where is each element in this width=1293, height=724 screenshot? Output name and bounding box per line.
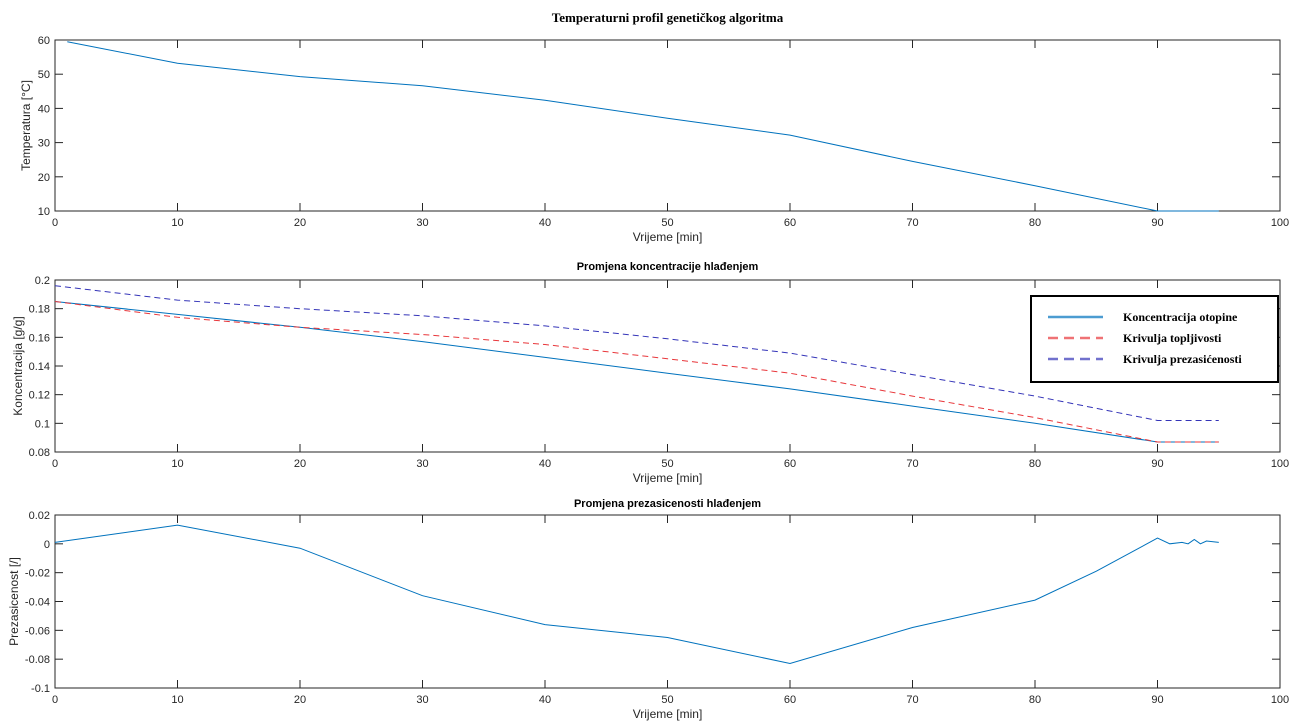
x-tick-label: 30 [416,217,428,229]
legend-label: Krivulja prezasićenosti [1123,352,1242,366]
x-tick-label: 30 [416,694,428,706]
y-tick-label: -0.06 [25,625,50,637]
x-tick-label: 40 [539,694,551,706]
x-tick-label: 20 [294,694,306,706]
y-tick-label: 0 [44,539,50,551]
y-tick-label: 0.02 [29,510,50,522]
y-tick-label: 0.18 [29,304,50,316]
x-tick-label: 80 [1029,694,1041,706]
x-tick-label: 60 [784,694,796,706]
y-tick-label: -0.02 [25,568,50,580]
y-tick-label: 50 [38,69,50,81]
x-tick-label: 0 [52,217,58,229]
y-tick-label: 40 [38,103,50,115]
x-tick-label: 30 [416,458,428,470]
x-axis-label: Vrijeme [min] [633,707,703,721]
x-tick-label: 70 [906,458,918,470]
x-tick-label: 50 [661,694,673,706]
series-line-1 [54,524,1219,665]
x-tick-label: 0 [52,458,58,470]
series-line-1 [54,301,1219,443]
y-axis-label: Koncentracija [g/g] [11,316,25,415]
x-tick-label: 80 [1029,217,1041,229]
legend: Koncentracija otopine Krivulja topljivost… [1030,295,1279,383]
x-tick-label: 70 [906,694,918,706]
x-tick-label: 10 [171,458,183,470]
y-tick-label: -0.1 [31,683,50,695]
y-tick-label: 0.14 [29,361,50,373]
x-tick-label: 100 [1271,217,1289,229]
x-tick-label: 20 [294,458,306,470]
x-axis-label: Vrijeme [min] [633,230,703,244]
legend-label: Koncentracija otopine [1123,310,1238,324]
y-tick-label: 20 [38,172,50,184]
x-tick-label: 50 [661,217,673,229]
series-line-2 [54,301,1219,443]
chart-panel-1: 0 10 20 30 40 50 60 70 80 90 100102030405060Temper… [19,10,1289,244]
legend-label: Krivulja topljivosti [1123,331,1222,345]
x-tick-label: 20 [294,217,306,229]
x-tick-label: 40 [539,217,551,229]
x-axis-label: Vrijeme [min] [633,471,703,485]
y-tick-label: -0.04 [25,597,50,609]
y-tick-label: 0.12 [29,390,50,402]
y-tick-label: 30 [38,138,50,150]
chart-title: Temperaturni profil genetičkog algoritma [552,10,784,25]
x-tick-label: 60 [784,458,796,470]
y-tick-label: 0.2 [35,275,50,287]
x-tick-label: 0 [52,694,58,706]
y-tick-label: 60 [38,35,50,47]
axes-box [54,514,1281,689]
chart-title: Promjena koncentracije hlađenjem [577,261,759,273]
x-tick-label: 70 [906,217,918,229]
x-tick-label: 100 [1271,694,1289,706]
series-line-1 [67,41,1219,212]
chart-title: Promjena prezasicenosti hlađenjem [574,498,761,510]
series-line-3 [54,285,1219,421]
y-axis-label: Prezasicenost [/] [7,557,21,646]
x-tick-label: 10 [171,217,183,229]
chart-panel-3: 0 10 20 30 40 50 60 70 80 90 100 -0.1 -0.08 -0.06 -0.0… [7,498,1289,721]
axes-box [54,39,1281,212]
y-tick-label: -0.08 [25,654,50,666]
x-tick-label: 40 [539,458,551,470]
x-tick-label: 10 [171,694,183,706]
y-tick-label: 0.1 [35,418,50,430]
x-tick-label: 60 [784,217,796,229]
y-tick-label: 0.08 [29,447,50,459]
x-tick-label: 90 [1151,694,1163,706]
y-tick-label: 10 [38,206,50,218]
x-tick-label: 100 [1271,458,1289,470]
x-tick-label: 80 [1029,458,1041,470]
y-axis-label: Temperatura [°C] [19,80,33,171]
x-tick-label: 50 [661,458,673,470]
chart-panel-2: 0 10 20 30 40 50 60 70 80 90 100 0.08 0.1 0.12 0.14 0.1… [11,261,1289,485]
y-tick-label: 0.16 [29,332,50,344]
x-tick-label: 90 [1151,217,1163,229]
x-tick-label: 90 [1151,458,1163,470]
